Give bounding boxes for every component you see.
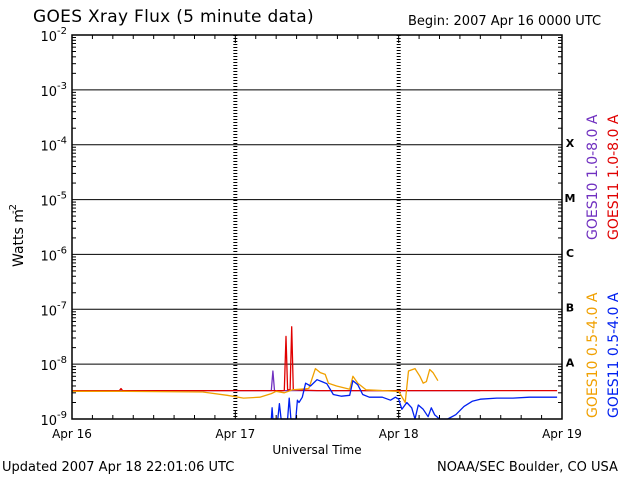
y-tick-exponent: -4 <box>57 136 67 147</box>
y-axis-title-exponent: -2 <box>8 204 19 214</box>
x-tick-label: Apr 17 <box>215 427 255 441</box>
y-tick-label: 10 <box>40 414 57 429</box>
legend-short-1: GOES10 0.5-4.0 A <box>585 292 601 418</box>
y-tick-exponent: -5 <box>57 191 67 202</box>
flare-class-label: A <box>566 357 575 370</box>
y-axis-title-group: Watts m-2 <box>8 204 27 267</box>
y-axis-title: Watts m <box>11 209 27 267</box>
flare-class-label: X <box>566 137 575 150</box>
grid-layer <box>72 35 562 419</box>
series-line-4 <box>270 379 558 420</box>
series-line-2 <box>72 326 558 392</box>
y-tick-label: 10 <box>40 85 57 100</box>
flare-class-label: M <box>565 192 576 205</box>
y-tick-exponent: -9 <box>57 410 67 421</box>
y-tick-label: 10 <box>40 140 57 155</box>
y-tick-exponent: -2 <box>57 26 67 37</box>
credit-label: NOAA/SEC Boulder, CO USA <box>437 460 618 475</box>
legend-short-2: GOES11 0.5-4.0 A <box>606 292 622 418</box>
begin-time-label: Begin: 2007 Apr 16 0000 UTC <box>408 14 602 29</box>
series-layer <box>72 326 558 420</box>
y-tick-label: 10 <box>40 30 57 45</box>
x-tick-label: Apr 19 <box>542 427 582 441</box>
frame-layer <box>71 34 563 420</box>
x-axis-title: Universal Time <box>272 443 361 457</box>
y-tick-label: 10 <box>40 304 57 319</box>
x-tick-label: Apr 16 <box>52 427 92 441</box>
legend-long-2: GOES11 1.0-8.0 A <box>606 114 622 240</box>
legend-label: GOES10 1.0-8.0 A <box>585 114 601 240</box>
y-tick-label: 10 <box>40 249 57 264</box>
plot-frame <box>71 34 563 420</box>
flare-class-label: C <box>566 247 574 260</box>
flare-class-label: B <box>566 302 574 315</box>
y-tick-exponent: -8 <box>57 355 67 366</box>
legend-label: GOES11 0.5-4.0 A <box>606 292 622 418</box>
y-tick-exponent: -7 <box>57 300 67 311</box>
legend-long-1: GOES10 1.0-8.0 A <box>585 114 601 240</box>
y-tick-label: 10 <box>40 359 57 374</box>
updated-timestamp: Updated 2007 Apr 18 22:01:06 UTC <box>2 460 235 475</box>
legend-label: GOES10 0.5-4.0 A <box>585 292 601 418</box>
y-tick-exponent: -6 <box>57 245 67 256</box>
y-tick-exponent: -3 <box>57 81 67 92</box>
legend-label: GOES11 1.0-8.0 A <box>606 114 622 240</box>
series-line-3 <box>72 367 439 404</box>
y-tick-label: 10 <box>40 195 57 210</box>
chart-title: GOES Xray Flux (5 minute data) <box>33 7 314 27</box>
x-tick-label: Apr 18 <box>379 427 419 441</box>
